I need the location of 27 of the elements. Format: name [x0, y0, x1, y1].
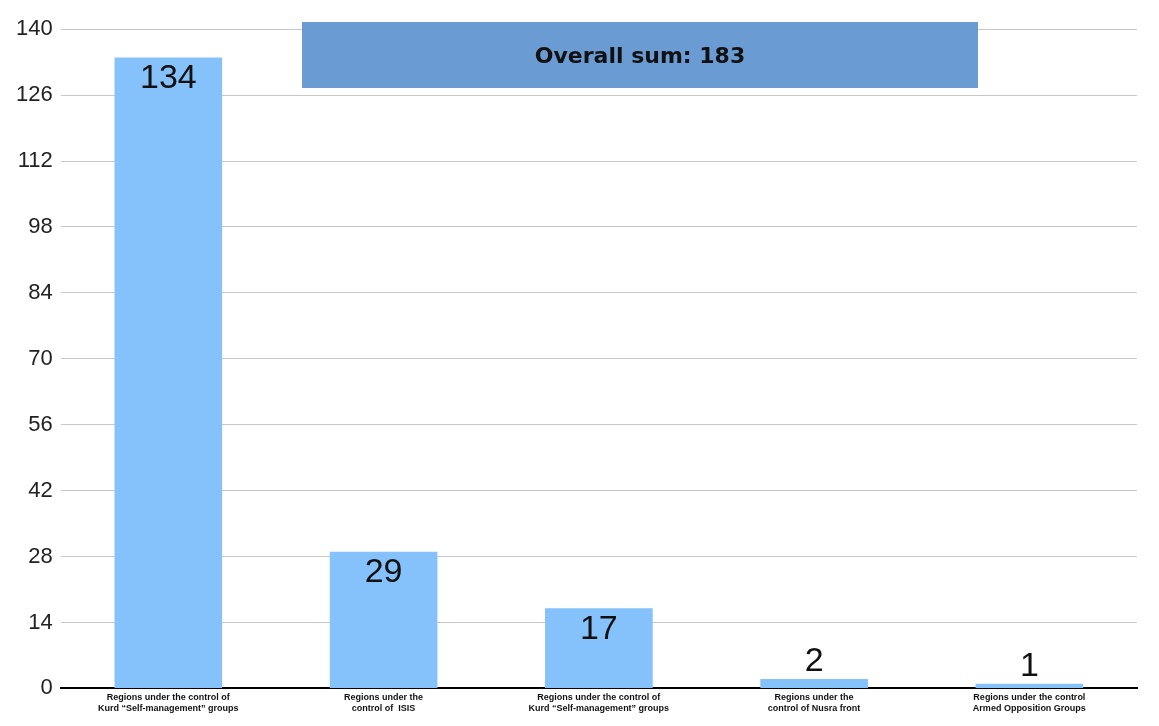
bar [975, 683, 1084, 688]
bar [329, 551, 438, 688]
y-tick-label: 42 [28, 476, 53, 502]
y-tick-label: 112 [17, 147, 53, 173]
bar [760, 678, 868, 688]
x-tick-label: Regions under the control Armed Opposition Groups [972, 692, 1086, 714]
y-tick-label: 140 [15, 15, 53, 41]
data-label: 17 [579, 607, 618, 646]
x-tick-label: Regions under the control of Kurd “Self-management” groups [528, 692, 670, 714]
y-tick-label: 28 [28, 542, 53, 568]
data-label: 29 [364, 551, 403, 590]
x-tick-label: Regions under the control of Nusra front [767, 692, 861, 714]
bar [114, 57, 223, 688]
x-tick-label: Regions under the control of ISIS [344, 692, 424, 714]
y-tick-label: 56 [28, 410, 53, 436]
bar [545, 608, 653, 688]
y-tick-label: 84 [28, 278, 53, 304]
data-label: 1 [1019, 645, 1039, 684]
caption-box: Overall sum: 183 [302, 22, 978, 88]
data-label: 134 [139, 56, 197, 95]
data-label: 2 [804, 640, 824, 679]
y-tick-label: 0 [40, 674, 53, 700]
x-tick-label: Regions under the control of Kurd “Self-management” groups [98, 692, 239, 714]
y-tick-label: 98 [28, 213, 53, 239]
y-tick-label: 126 [15, 81, 53, 107]
y-tick-label: 14 [28, 608, 53, 634]
y-tick-label: 70 [28, 344, 53, 370]
